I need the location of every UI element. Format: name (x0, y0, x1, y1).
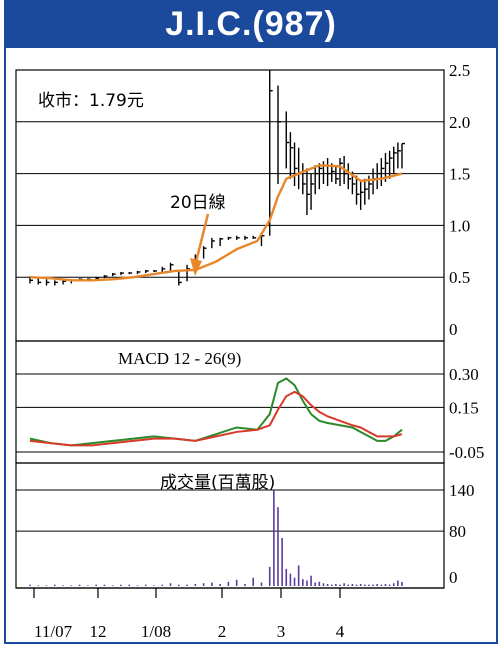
volume-tick-label: 80 (449, 522, 466, 541)
x-tick-label: 12 (90, 622, 107, 641)
title-bar: J.I.C.(987) (4, 0, 498, 48)
x-tick-label: 3 (277, 622, 286, 641)
ma-annotation-arrow (190, 213, 210, 276)
stock-title: J.I.C.(987) (165, 5, 337, 43)
price-tick-label: 2.5 (449, 61, 470, 80)
x-tick-label: 4 (336, 622, 345, 641)
price-tick-label: 0.5 (449, 268, 470, 287)
chart-frame (4, 0, 498, 644)
price-tick-label: 1.5 (449, 165, 470, 184)
x-tick-label: 11/07 (34, 622, 73, 641)
ma-label: 20日線 (170, 193, 226, 213)
volume-tick-label: 0 (449, 568, 458, 587)
macd-tick-label: 0.15 (449, 398, 479, 417)
signal-line (29, 390, 403, 447)
macd-tick-label: -0.05 (449, 443, 484, 462)
x-tick-label: 2 (218, 622, 227, 641)
price-tick-label: 0 (449, 320, 458, 339)
x-tick-label: 1/08 (141, 622, 171, 641)
volume-title: 成交量(百萬股) (160, 473, 275, 493)
macd-tick-label: 0.30 (449, 365, 479, 384)
ma20-line (29, 164, 403, 282)
volume-tick-label: 140 (449, 481, 475, 500)
close-price-label: 收市：1.79元 (38, 91, 144, 111)
price-tick-label: 1.0 (449, 216, 470, 235)
macd-title: MACD 12 - 26(9) (118, 349, 241, 368)
macd-line (29, 377, 403, 447)
price-tick-label: 2.0 (449, 113, 470, 132)
